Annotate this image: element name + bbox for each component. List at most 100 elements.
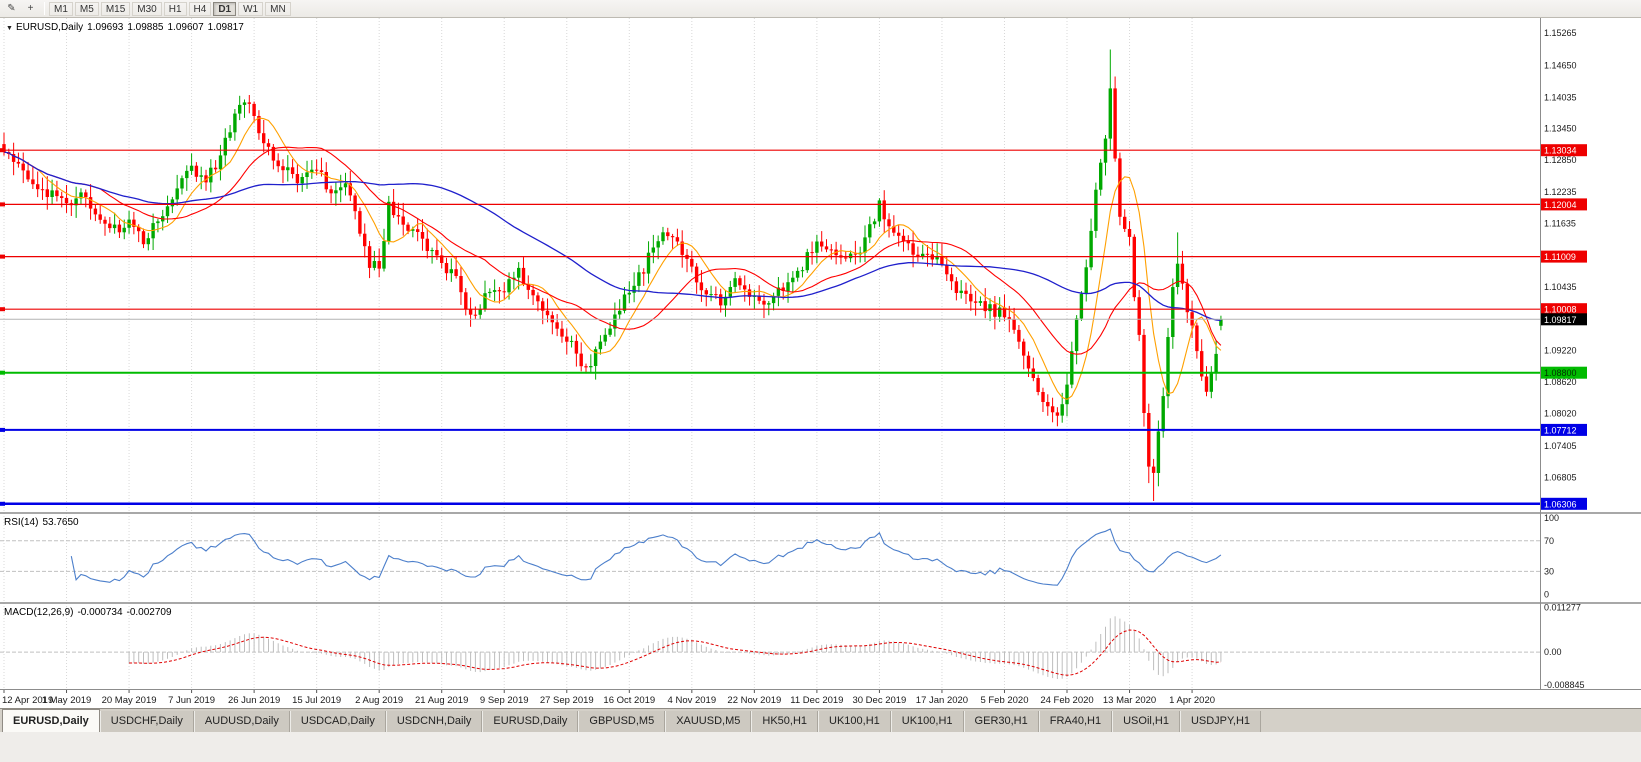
current-price-tag: 1.09817 (1541, 313, 1587, 326)
time-axis-label: 15 Jul 2019 (292, 695, 341, 706)
macd-main-value: -0.000734 (77, 607, 123, 618)
time-axis-label: 12 Apr 2019 (2, 695, 53, 706)
line-left-marker (0, 501, 5, 506)
macd-signal-value: -0.002709 (126, 607, 172, 618)
time-axis-label: 22 Nov 2019 (727, 695, 781, 706)
price-tag-1.07712: 1.07712 (1541, 423, 1587, 436)
time-axis-label: 30 Dec 2019 (852, 695, 906, 706)
price-axis-label: 1.13450 (1544, 123, 1577, 133)
chart-tab-usdjpy-h1-14[interactable]: USDJPY,H1 (1179, 711, 1262, 732)
chart-tab-usdchf-daily-1[interactable]: USDCHF,Daily (99, 711, 194, 732)
price-axis-label: 1.14650 (1544, 60, 1577, 70)
macd-axis-label: 0.00 (1544, 647, 1562, 657)
chart-close-value: 1.09817 (207, 22, 244, 33)
chart-tab-eurusd-daily-0[interactable]: EURUSD,Daily (2, 709, 100, 732)
time-axis-label: 1 Apr 2020 (1169, 695, 1215, 706)
chart-tab-uk100-h1-9[interactable]: UK100,H1 (818, 711, 891, 732)
price-axis-label: 1.12850 (1544, 155, 1577, 165)
line-left-marker (0, 370, 5, 375)
line-left-marker (0, 202, 5, 207)
price-axis-label: 1.09220 (1544, 346, 1577, 356)
time-axis-label: 17 Jan 2020 (916, 695, 968, 706)
rsi-axis-label: 70 (1544, 536, 1554, 546)
price-axis-label: 1.08620 (1544, 377, 1577, 387)
price-axis: 1.15265 1.14650 1.14035 1.13450 1.12850 1.122… (1544, 28, 1577, 483)
timeframe-button-h4[interactable]: H4 (188, 1, 212, 16)
line-left-marker (0, 427, 5, 432)
chart-tabs-bar: EURUSD,Daily USDCHF,Daily AUDUSD,Daily USDC… (0, 708, 1641, 732)
chart-open-value: 1.09693 (87, 22, 124, 33)
crosshair-icon[interactable]: + (27, 3, 34, 14)
chart-tab-ger30-h1-11[interactable]: GER30,H1 (963, 711, 1039, 732)
svg-text:1.12004: 1.12004 (1544, 200, 1577, 210)
chart-tab-fra40-h1-12[interactable]: FRA40,H1 (1038, 711, 1113, 732)
chart-tab-hk50-h1-8[interactable]: HK50,H1 (751, 711, 819, 732)
timeframe-button-m15[interactable]: M15 (100, 1, 131, 16)
time-axis-label: 24 Feb 2020 (1040, 695, 1093, 706)
rsi-axis-label: 100 (1544, 513, 1559, 523)
timeframe-button-w1[interactable]: W1 (238, 1, 264, 16)
price-tag-1.11009: 1.11009 (1541, 250, 1587, 263)
chart-tab-eurusd-daily-5[interactable]: EURUSD,Daily (482, 711, 579, 732)
svg-text:1.08800: 1.08800 (1544, 368, 1577, 378)
candles (2, 49, 1223, 501)
chart-low-value: 1.09607 (167, 22, 204, 33)
price-axis-label: 1.08020 (1544, 409, 1577, 419)
time-axis-label: 16 Oct 2019 (603, 695, 655, 706)
line-left-marker (0, 254, 5, 259)
time-axis-label: 9 Sep 2019 (480, 695, 529, 706)
timeframe-button-m30[interactable]: M30 (132, 1, 162, 16)
price-tag-1.12004: 1.12004 (1541, 198, 1587, 211)
price-axis-label: 1.11635 (1544, 219, 1576, 229)
grid-lines (3, 18, 1193, 690)
svg-text:1.09817: 1.09817 (1544, 315, 1577, 325)
bottom-strip (0, 732, 1641, 762)
chart-tab-usoil-h1-13[interactable]: USOil,H1 (1112, 711, 1180, 732)
price-tag-1.10008: 1.10008 (1541, 303, 1587, 316)
time-axis-label: 11 Dec 2019 (790, 695, 843, 706)
toolbar-icon-group: ✎ + (2, 1, 40, 16)
edit-icon[interactable]: ✎ (7, 3, 16, 14)
chart-tab-uk100-h1-10[interactable]: UK100,H1 (890, 711, 964, 732)
svg-text:1.11009: 1.11009 (1544, 252, 1576, 262)
time-axis-label: 20 May 2019 (102, 695, 157, 706)
chart-high-value: 1.09885 (127, 22, 164, 33)
price-tag-1.13034: 1.13034 (1541, 144, 1587, 157)
price-axis-label: 1.06805 (1544, 473, 1577, 483)
time-axis-label: 27 Sep 2019 (540, 695, 594, 706)
macd-label: MACD(12,26,9) (4, 607, 74, 618)
timeframe-button-m5[interactable]: M5 (74, 1, 99, 16)
time-axis-label: 2 Aug 2019 (355, 695, 403, 706)
chart-tab-usdcnh-daily-4[interactable]: USDCNH,Daily (385, 711, 483, 732)
timeframe-button-mn[interactable]: MN (265, 1, 291, 16)
chart-marker-icon: ▼ (6, 25, 13, 32)
macd-panel-header: MACD(12,26,9) -0.000734 -0.002709 (4, 607, 176, 618)
chart-tab-audusd-daily-2[interactable]: AUDUSD,Daily (193, 711, 290, 732)
top-toolbar: ✎ + M1 M5 M15 M30 H1 H4 D1 W1 MN (0, 0, 1641, 18)
timeframe-group: M1 M5 M15 M30 H1 H4 D1 W1 MN (49, 1, 291, 16)
chart-tab-usdcad-daily-3[interactable]: USDCAD,Daily (289, 711, 386, 732)
price-tag-1.08800: 1.08800 (1541, 366, 1587, 379)
chart-tab-xauusd-m5-7[interactable]: XAUUSD,M5 (665, 711, 752, 732)
line-left-marker (0, 148, 5, 153)
time-axis-label: 13 Mar 2020 (1103, 695, 1156, 706)
macd-axis-label: -0.008845 (1544, 680, 1585, 690)
svg-text:1.10008: 1.10008 (1544, 305, 1577, 315)
rsi-axis-label: 0 (1544, 589, 1549, 599)
time-axis-label: 4 Nov 2019 (668, 695, 717, 706)
timeframe-button-d1[interactable]: D1 (213, 1, 237, 16)
macd-histogram (128, 616, 1222, 679)
price-tag-1.06306: 1.06306 (1541, 497, 1587, 510)
time-axis-label: 21 Aug 2019 (415, 695, 468, 706)
timeframe-button-m1[interactable]: M1 (49, 1, 73, 16)
time-axis-label: 1 May 2019 (42, 695, 92, 706)
chart-tab-gbpusd-m5-6[interactable]: GBPUSD,M5 (578, 711, 666, 732)
time-axis-label: 7 Jun 2019 (168, 695, 215, 706)
macd-axis-label: 0.011277 (1544, 603, 1581, 613)
price-axis-label: 1.12235 (1544, 187, 1577, 197)
price-axis-label: 1.07405 (1544, 441, 1577, 451)
rsi-axis-label: 30 (1544, 566, 1554, 576)
timeframe-button-h1[interactable]: H1 (163, 1, 187, 16)
